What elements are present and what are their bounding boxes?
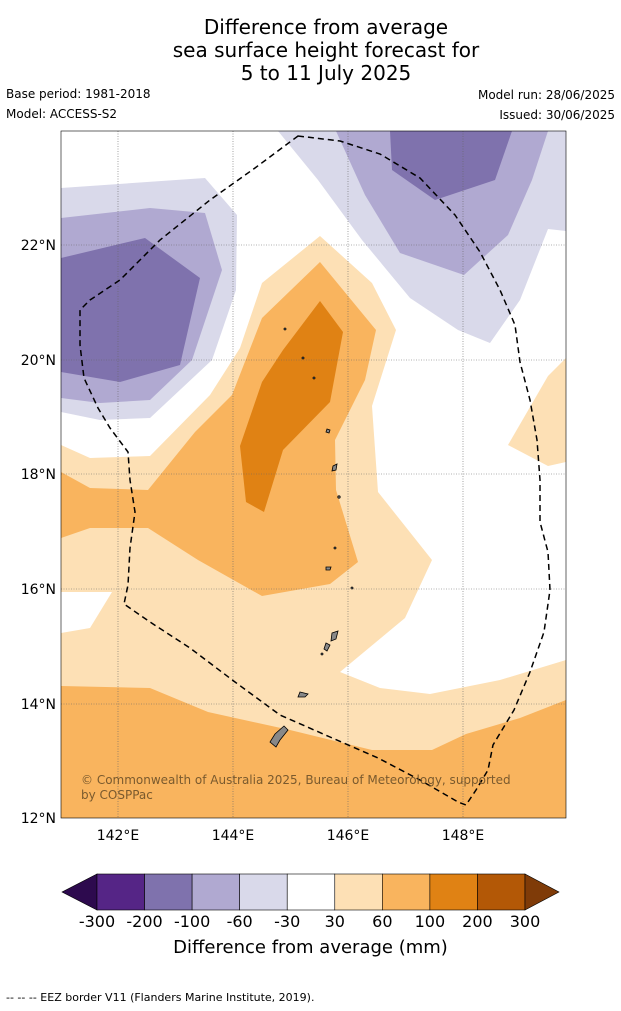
colorbar (61, 873, 560, 911)
title-line-1: Difference from average (203, 15, 449, 39)
colorbar-tick-label: -300 (78, 912, 116, 931)
lat-label-16: 16°N (21, 582, 56, 598)
colorbar-swatch (286, 873, 336, 911)
contour-positive-60-south (61, 686, 566, 818)
colorbar-extend-low (61, 873, 98, 911)
colorbar-swatch (382, 873, 431, 911)
island-anatahan (325, 566, 332, 571)
island-agrihan (331, 463, 338, 472)
lon-label-148: 148°E (442, 828, 485, 844)
island-small-3 (312, 376, 316, 380)
lon-label-142: 142°E (97, 828, 140, 844)
contour-positive-30-east (508, 358, 566, 466)
colorbar-tick-label: -200 (126, 912, 163, 931)
island-rota (297, 691, 309, 698)
lat-label-14: 14°N (21, 697, 56, 713)
lon-label-146: 146°E (327, 828, 370, 844)
colorbar-swatch (191, 873, 240, 911)
contour-positive-100 (240, 301, 343, 512)
island-guam (269, 725, 289, 748)
colorbar-extend-high (524, 873, 560, 911)
issued-date: Issued: 30/06/2025 (499, 108, 615, 122)
colorbar-swatch (96, 873, 145, 911)
island-small-4 (301, 356, 305, 360)
model-name: Model: ACCESS-S2 (6, 107, 118, 121)
lon-label-144: 144°E (212, 828, 255, 844)
copyright-line-1: © Commonwealth of Australia 2025, Bureau… (81, 773, 511, 787)
title-line-3: 5 to 11 July 2025 (240, 61, 412, 85)
colorbar-tick-label: -60 (226, 912, 253, 931)
contour-negative-100-nw (61, 238, 200, 382)
island-small-5 (283, 327, 287, 331)
island-saipan (330, 630, 339, 642)
island-small-1 (337, 495, 341, 499)
base-period: Base period: 1981-2018 (6, 87, 151, 101)
title-line-2: sea surface height forecast for (172, 38, 480, 62)
contour-negative-100-ne (390, 131, 512, 200)
lat-label-22: 22°N (21, 238, 56, 254)
island-small-7 (320, 652, 324, 656)
colorbar-title: Difference from average (mm) (173, 937, 448, 958)
chart-title: Difference from average sea surface heig… (0, 16, 621, 85)
colorbar-tick-label: -100 (173, 912, 211, 931)
island-pagan (325, 428, 331, 434)
colorbar-swatch (334, 873, 383, 911)
colorbar-tick-label: 100 (414, 912, 446, 931)
island-tinian (323, 642, 331, 652)
colorbar-swatch (477, 873, 526, 911)
contour-fields: © Commonwealth of Australia 2025, Bureau… (61, 131, 566, 818)
copyright-notice: © Commonwealth of Australia 2025, Bureau… (81, 773, 511, 802)
colorbar-swatch (144, 873, 193, 911)
colorbar-swatch (239, 873, 288, 911)
eez-border (79, 135, 551, 806)
gridlines (61, 131, 566, 818)
islands (269, 327, 354, 748)
colorbar-tick-label: 60 (372, 912, 393, 931)
colorbar-swatch (429, 873, 478, 911)
colorbar-tick-label: 30 (324, 912, 345, 931)
lat-label-20: 20°N (21, 353, 56, 369)
map-frame (60, 130, 567, 819)
lat-label-12: 12°N (21, 811, 56, 827)
colorbar-tick-label: -30 (274, 912, 301, 931)
model-run: Model run: 28/06/2025 (477, 88, 615, 102)
colorbar-tick-label: 200 (462, 912, 493, 931)
latitude-labels: 22°N 20°N 18°N 16°N 14°N 12°N (21, 238, 56, 827)
colorbar-tick-label: 300 (509, 912, 541, 931)
lat-label-18: 18°N (21, 467, 56, 483)
eez-footnote: -- -- -- EEZ border V11 (Flanders Marine… (6, 991, 315, 1004)
copyright-line-2: by COSPPac (81, 788, 153, 802)
island-small-2 (333, 546, 337, 550)
longitude-labels: 142°E 144°E 146°E 148°E (97, 828, 485, 844)
